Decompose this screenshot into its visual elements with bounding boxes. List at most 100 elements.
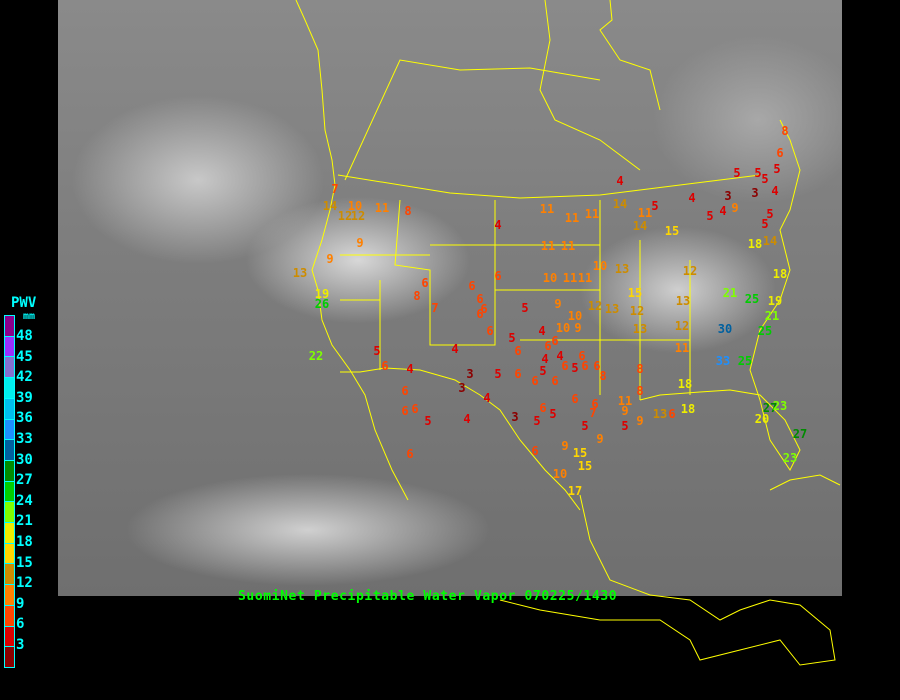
station-pwv-value: 15: [665, 224, 679, 238]
boundary-line: [394, 199, 496, 346]
station-pwv-value: 22: [309, 349, 323, 363]
station-pwv-value: 6: [468, 279, 475, 293]
station-pwv-value: 5: [754, 166, 761, 180]
boundary-line: [340, 367, 581, 511]
station-pwv-value: 25: [738, 354, 752, 368]
legend-tick-label: 6: [16, 616, 25, 633]
station-pwv-value: 12: [675, 319, 689, 333]
station-pwv-value: 11: [638, 206, 652, 220]
station-pwv-value: 10: [348, 199, 362, 213]
station-pwv-value: 21: [765, 309, 779, 323]
station-pwv-value: 14: [633, 219, 647, 233]
station-pwv-value: 5: [766, 207, 773, 221]
station-pwv-value: 9: [731, 201, 738, 215]
legend-tick-label: 30: [16, 451, 33, 468]
station-pwv-value: 8: [599, 369, 606, 383]
station-pwv-value: 9: [554, 297, 561, 311]
station-pwv-value: 3: [751, 186, 758, 200]
station-pwv-value: 6: [406, 447, 413, 461]
boundary-line: [639, 119, 801, 471]
station-pwv-value: 4: [771, 184, 778, 198]
station-pwv-value: 6: [581, 359, 588, 373]
station-pwv-value: 18: [773, 267, 787, 281]
legend-tick-label: 3: [16, 637, 25, 653]
station-pwv-value: 13: [293, 266, 307, 280]
station-pwv-value: 11: [675, 341, 689, 355]
station-pwv-value: 10: [568, 309, 582, 323]
station-pwv-value: 25: [758, 324, 772, 338]
legend-swatch: [5, 647, 14, 667]
station-pwv-value: 13: [605, 302, 619, 316]
station-pwv-value: 4: [463, 412, 470, 426]
station-pwv-value: 26: [315, 297, 329, 311]
station-pwv-value: 8: [413, 289, 420, 303]
station-pwv-value: 6: [561, 359, 568, 373]
station-pwv-value: 8: [404, 204, 411, 218]
station-pwv-value: 11: [375, 201, 389, 215]
legend-tick-label: 9: [16, 595, 25, 612]
station-pwv-value: 6: [539, 401, 546, 415]
legend-title: PWV: [11, 295, 37, 311]
station-pwv-value: 19: [315, 287, 329, 301]
station-pwv-value: 4: [556, 349, 563, 363]
station-pwv-value: 5: [508, 331, 515, 345]
station-pwv-value: 11: [540, 202, 554, 216]
legend-swatch: [5, 543, 14, 565]
station-pwv-value: 6: [551, 334, 558, 348]
station-pwv-value: 9: [326, 252, 333, 266]
station-pwv-value: 13: [653, 407, 667, 421]
station-pwv-value: 3: [724, 189, 731, 203]
station-pwv-value: 11: [578, 271, 592, 285]
station-pwv-value: 4: [451, 342, 458, 356]
station-pwv-value: 12: [588, 299, 602, 313]
station-pwv-value: 8: [636, 384, 643, 398]
station-pwv-value: 18: [678, 377, 692, 391]
boundary-line: [599, 200, 691, 400]
station-pwv-value: 3: [458, 381, 465, 395]
legend-swatch: [5, 316, 14, 337]
boundary-line: [340, 254, 430, 370]
station-pwv-value: 12: [630, 304, 644, 318]
station-pwv-value: 5: [581, 419, 588, 433]
station-pwv-value: 9: [596, 432, 603, 446]
image-caption: SuomiNet Precipitable Water Vapor 070225…: [238, 589, 618, 604]
station-pwv-value: 6: [401, 404, 408, 418]
legend-swatch: [5, 357, 14, 379]
station-pwv-value: 7: [431, 301, 438, 315]
station-pwv-value: 5: [733, 166, 740, 180]
station-pwv-value: 27: [793, 427, 807, 441]
station-pwv-value: 5: [761, 172, 768, 186]
legend-tick-label: 45: [16, 348, 33, 365]
geographic-boundaries: [295, 0, 841, 666]
station-pwv-value: 23: [783, 451, 797, 465]
station-pwv-value: 5: [621, 419, 628, 433]
station-pwv-value: 8: [636, 362, 643, 376]
boundary-line: [295, 0, 409, 501]
station-pwv-value: 5: [549, 407, 556, 421]
station-pwv-value: 18: [748, 237, 762, 251]
station-pwv-value: 6: [381, 359, 388, 373]
legend-tick-label: 21: [16, 513, 33, 530]
legend-tick-label: 15: [16, 554, 33, 571]
station-pwv-value: 7: [589, 406, 596, 420]
station-pwv-value: 6: [593, 359, 600, 373]
legend-swatch: [5, 460, 14, 482]
station-pwv-value: 14: [763, 234, 777, 248]
station-pwv-value: 5: [761, 217, 768, 231]
station-pwv-value: 11: [563, 271, 577, 285]
station-pwv-value: 4: [616, 174, 623, 188]
station-pwv-value: 12: [338, 209, 352, 223]
station-pwv-value: 7: [331, 182, 338, 196]
station-pwv-value: 9: [561, 439, 568, 453]
station-pwv-value: 5: [373, 344, 380, 358]
station-pwv-value: 14: [613, 197, 627, 211]
station-pwv-value: 4: [541, 352, 548, 366]
station-pwv-value: 6: [668, 407, 675, 421]
station-pwv-value: 9: [356, 236, 363, 250]
legend-tick-label: 39: [16, 389, 33, 406]
legend-tick-label: 18: [16, 534, 33, 550]
station-pwv-value: 11: [565, 211, 579, 225]
boundary-line: [337, 174, 761, 199]
legend-swatch: [5, 502, 14, 524]
